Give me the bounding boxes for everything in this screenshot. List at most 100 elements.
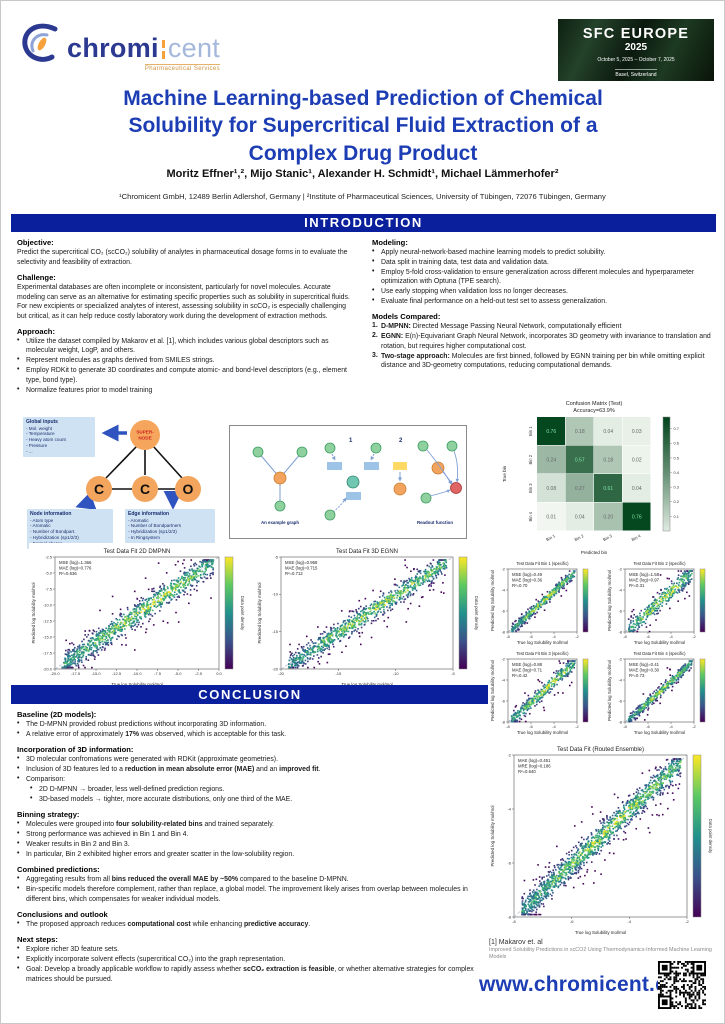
graph-node — [252, 446, 264, 458]
text-block: Baseline (2D models): • The D-MPNN provide… — [17, 710, 485, 739]
bullet-item: • Goal: Develop a broadly applicable work… — [17, 965, 485, 984]
bullet-marker: • — [17, 885, 20, 893]
bullet-text: Bin-specific models therefore complement… — [26, 886, 468, 903]
block-heading: Challenge: — [17, 273, 56, 283]
bullet-marker: 3. — [372, 351, 378, 359]
bullet-text: Represent molecules as graphs derived fr… — [26, 357, 215, 365]
bullet-marker: • — [17, 945, 20, 953]
conference-badge: SFC EUROPE 2025 October 5, 2025 – Octobe… — [558, 19, 714, 81]
edge-info-box: Edge information - Aromatic - Number of B… — [125, 509, 215, 544]
dmpnn-scatter-chart — [29, 543, 253, 689]
bullet-item: 1. D-MPNN: Directed Message Passing Neura… — [372, 322, 711, 331]
text-block: Next steps: • Explore richer 3D feature se… — [17, 935, 485, 984]
badge-year: 2025 — [624, 42, 648, 53]
molecular-graph-svg: SUPER- NODE C C O — [75, 420, 201, 510]
message-passing-panel: 1 2 An exampl — [229, 425, 467, 539]
bullet-text: EGNN: E(n)-Equivariant Graph Neural Netw… — [381, 333, 711, 350]
block-heading: Combined predictions: — [17, 865, 100, 875]
bullet-marker: • — [17, 849, 20, 857]
logo-text: chromi cent Pharmaceutical Services — [67, 33, 221, 72]
arrow-to-node-info — [75, 491, 97, 510]
diagram-list-item: - ... — [26, 449, 33, 455]
block-heading: Approach: — [17, 327, 55, 337]
bullet-item: • Evaluate final performance on a held-ou… — [372, 297, 711, 306]
message-box — [327, 462, 342, 470]
badge-conference-name: SFC EUROPE — [582, 26, 690, 42]
aggregate-box — [393, 462, 407, 470]
section-header-conclusion: CONCLUSION — [11, 685, 489, 704]
bullet-marker: • — [17, 729, 20, 737]
bullet-text: Weaker results in Bin 2 and Bin 3. — [26, 841, 130, 849]
atom-label-o: O — [183, 481, 194, 497]
bullet-text: Explore richer 3D feature sets. — [26, 946, 120, 954]
reference-title: [1] Makarov et. al — [489, 939, 543, 946]
section-header-introduction: INTRODUCTION — [11, 214, 716, 232]
bullet-text: 3D-based models → tighter, more accurate… — [39, 795, 293, 803]
atom-oxygen — [175, 476, 201, 502]
bullet-text: A relative error of approximately 17% wa… — [26, 730, 287, 738]
introduction-right-column: Modeling: • Apply neural-network-based mac… — [372, 238, 711, 401]
bullet-item: • In particular, Bin 2 exhibited higher e… — [17, 850, 485, 859]
bullet-marker: • — [372, 257, 375, 265]
message-passing-svg: 1 2 An exampl — [252, 438, 462, 525]
logo-tagline: Pharmaceutical Services — [144, 64, 221, 72]
diagram-list-item: - Aromatic — [30, 523, 51, 529]
bullet-text: Apply neural-network-based machine learn… — [381, 249, 606, 256]
authors-line: Moritz Effner¹,², Mijo Stanic¹, Alexande… — [166, 168, 559, 180]
text-block: Approach: • Utilize the dataset compiled b… — [17, 327, 356, 395]
step-1-label: 1 — [349, 438, 353, 444]
bullet-marker: • — [372, 296, 375, 304]
atom-label-c1: C — [94, 481, 104, 497]
text-block: Models Compared: 1. D-MPNN: Directed Messa… — [372, 312, 711, 370]
super-node-label-1: SUPER- — [136, 430, 154, 435]
introduction-left-column: Objective: Predict the supercritical CO₂ … — [17, 238, 356, 401]
bullet-text: Goal: Develop a broadly applicable workf… — [26, 966, 474, 983]
bullet-marker: • — [17, 775, 20, 783]
readout-node — [450, 482, 462, 494]
bullet-marker: • — [17, 965, 20, 973]
bullet-text: The D-MPNN provided robust predictions w… — [26, 721, 267, 728]
introduction-columns: Objective: Predict the supercritical CO₂ … — [17, 238, 711, 401]
diagram-list-item: - Mol. weight — [26, 425, 53, 431]
diagram-list-item: - Hybridization (sp1/2/3) — [30, 535, 79, 541]
bullet-text: Two-stage approach: Molecules are first … — [381, 352, 705, 369]
reference-text: Improved Solubility Predictions in scCO2… — [489, 947, 712, 961]
bullet-item: • Use early stopping when validation loss… — [372, 287, 711, 296]
affiliations-line: ¹Chromicent GmbH, 12489 Berlin Adlershof… — [119, 192, 606, 201]
bullet-text: Evaluate final performance on a held-out… — [381, 297, 607, 305]
bullet-text: Employ 5-fold cross-validation to ensure… — [381, 268, 695, 286]
block-heading: Binning strategy: — [17, 810, 80, 820]
block-heading: Objective: — [17, 238, 54, 247]
edge-info-title: Edge information — [128, 511, 170, 517]
text-block: Incorporation of 3D information: • 3D mole… — [17, 745, 485, 804]
bullet-marker: • — [372, 287, 375, 295]
diagram-list-item: - Temperature — [26, 431, 55, 437]
bullet-text: Strong performance was achieved in Bin 1… — [26, 831, 189, 839]
bullet-item: • Explicitly incorporate solvent effects … — [17, 955, 485, 964]
super-node — [130, 420, 160, 450]
block-heading: Baseline (2D models): — [17, 710, 97, 719]
bullet-item: • Utilize the dataset compiled by Makarov… — [17, 337, 356, 356]
bullet-marker: • — [17, 765, 20, 773]
bullet-item: • Data split in training data, test data … — [372, 258, 711, 267]
bullet-text: Data split in training data, test data a… — [381, 258, 549, 266]
text-block: Binning strategy: • Molecules were grouped… — [17, 810, 485, 859]
bullet-marker: • — [17, 755, 20, 763]
bullet-item: • Aggregating results from all bins reduc… — [17, 875, 485, 884]
bin-charts-grid — [488, 557, 724, 737]
block-heading: Modeling: — [372, 238, 408, 247]
block-paragraph: Experimental databases are often incompl… — [17, 284, 350, 320]
bullet-item: • The proposed approach reduces computati… — [17, 920, 485, 929]
bullet-item: • Molecules were grouped into four solubi… — [17, 820, 485, 829]
chromicent-logo: chromi cent Pharmaceutical Services — [19, 21, 221, 73]
node-info-box: Node information - Atom type - Aromatic - … — [27, 509, 113, 550]
diagram-list-item: - Atom type — [30, 517, 54, 523]
bullet-item: • Apply neural-network-based machine lear… — [372, 248, 711, 257]
bullet-text: 3D molecular confromations were generate… — [26, 756, 278, 764]
bullet-item: • 3D-based models → tighter, more accurat… — [30, 795, 485, 804]
bullet-marker: • — [372, 267, 375, 275]
bullet-marker: • — [17, 830, 20, 838]
bullet-item: • Explore richer 3D feature sets. — [17, 945, 485, 954]
bin3-scatter-chart — [488, 647, 605, 737]
conclusion-column: Baseline (2D models): • The D-MPNN provide… — [17, 710, 485, 990]
